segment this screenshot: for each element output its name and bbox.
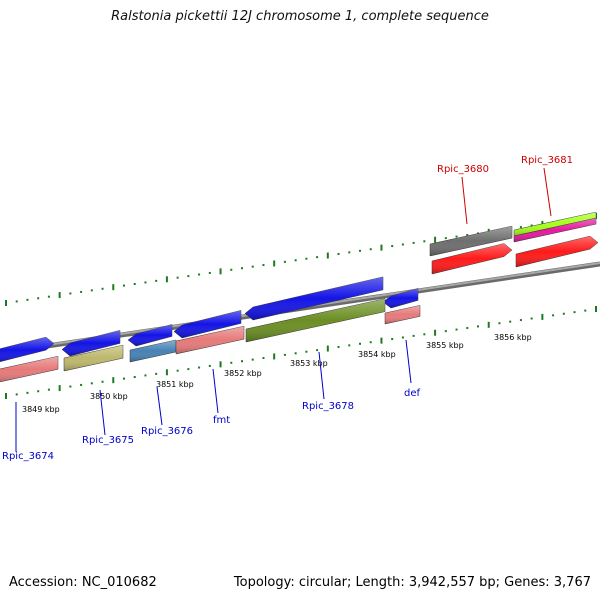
leader-line xyxy=(405,339,412,384)
cds-def-shade xyxy=(383,288,418,308)
leader-line xyxy=(318,351,325,400)
map-title: Ralstonia pickettii 12J chromosome 1, co… xyxy=(111,9,489,24)
kbp-label: 3851 kbp xyxy=(156,380,194,389)
cds-rpic-3676-shade xyxy=(128,324,172,346)
gene-rpic-3681-band2-shade xyxy=(514,218,596,242)
inner-tick-marks xyxy=(5,306,597,399)
outer-tick-marks xyxy=(5,213,597,306)
leader-line xyxy=(543,167,552,217)
kbp-label: 3852 kbp xyxy=(224,369,262,378)
leader-line xyxy=(212,368,219,414)
kbp-label: 3855 kbp xyxy=(426,341,464,350)
gene-rpic-3675-shade xyxy=(64,345,123,371)
accession-text: Accession: NC_010682 xyxy=(9,575,157,590)
gene-label: fmt xyxy=(213,415,230,426)
gene-label: Rpic_3676 xyxy=(141,426,193,437)
cds-rpic-3674-shade xyxy=(0,337,54,362)
kbp-label: 3850 kbp xyxy=(90,392,128,401)
cds-rpic-3681-shade xyxy=(516,236,598,267)
cds-fmt-shade xyxy=(174,310,241,338)
kbp-label: 3853 kbp xyxy=(290,359,328,368)
gene-label: Rpic_3674 xyxy=(2,451,54,462)
gene-def-shade xyxy=(385,305,420,324)
cds-rpic-3678-shade xyxy=(245,276,383,320)
kbp-label: 3854 kbp xyxy=(358,350,396,359)
gene-label: Rpic_3680 xyxy=(437,164,489,175)
kbp-label: 3856 kbp xyxy=(494,333,532,342)
gene-label: Rpic_3675 xyxy=(82,435,134,446)
cds-rpic-3680-shade xyxy=(432,243,512,274)
gene-rpic-3680-shade xyxy=(430,226,512,256)
gene-rpic-3674-shade xyxy=(0,356,58,382)
gene-rpic-3678-shade xyxy=(246,298,385,342)
kbp-label: 3849 kbp xyxy=(22,405,60,414)
leader-line xyxy=(99,389,106,436)
gene-label: Rpic_3681 xyxy=(521,155,573,166)
gene-features xyxy=(0,211,599,383)
topology-text: Topology: circular; Length: 3,942,557 bp… xyxy=(233,575,591,590)
gene-label: def xyxy=(404,388,421,399)
kbp-tick-labels: 3849 kbp 3850 kbp 3851 kbp 3852 kbp 3853 kbp… xyxy=(22,333,532,414)
gene-label-leaders xyxy=(15,167,552,452)
gene-label: Rpic_3678 xyxy=(302,401,354,412)
cds-rpic-3675-shade xyxy=(62,330,120,356)
gene-labels: Rpic_3674 Rpic_3675 Rpic_3676 fmt Rpic_3678 d… xyxy=(2,155,573,462)
leader-line xyxy=(461,176,468,225)
leader-line xyxy=(156,386,163,426)
gene-rpic-3676-shade xyxy=(130,339,176,362)
gene-rpic-3681-band-shade xyxy=(514,212,596,236)
gene-fmt-shade xyxy=(176,326,244,354)
